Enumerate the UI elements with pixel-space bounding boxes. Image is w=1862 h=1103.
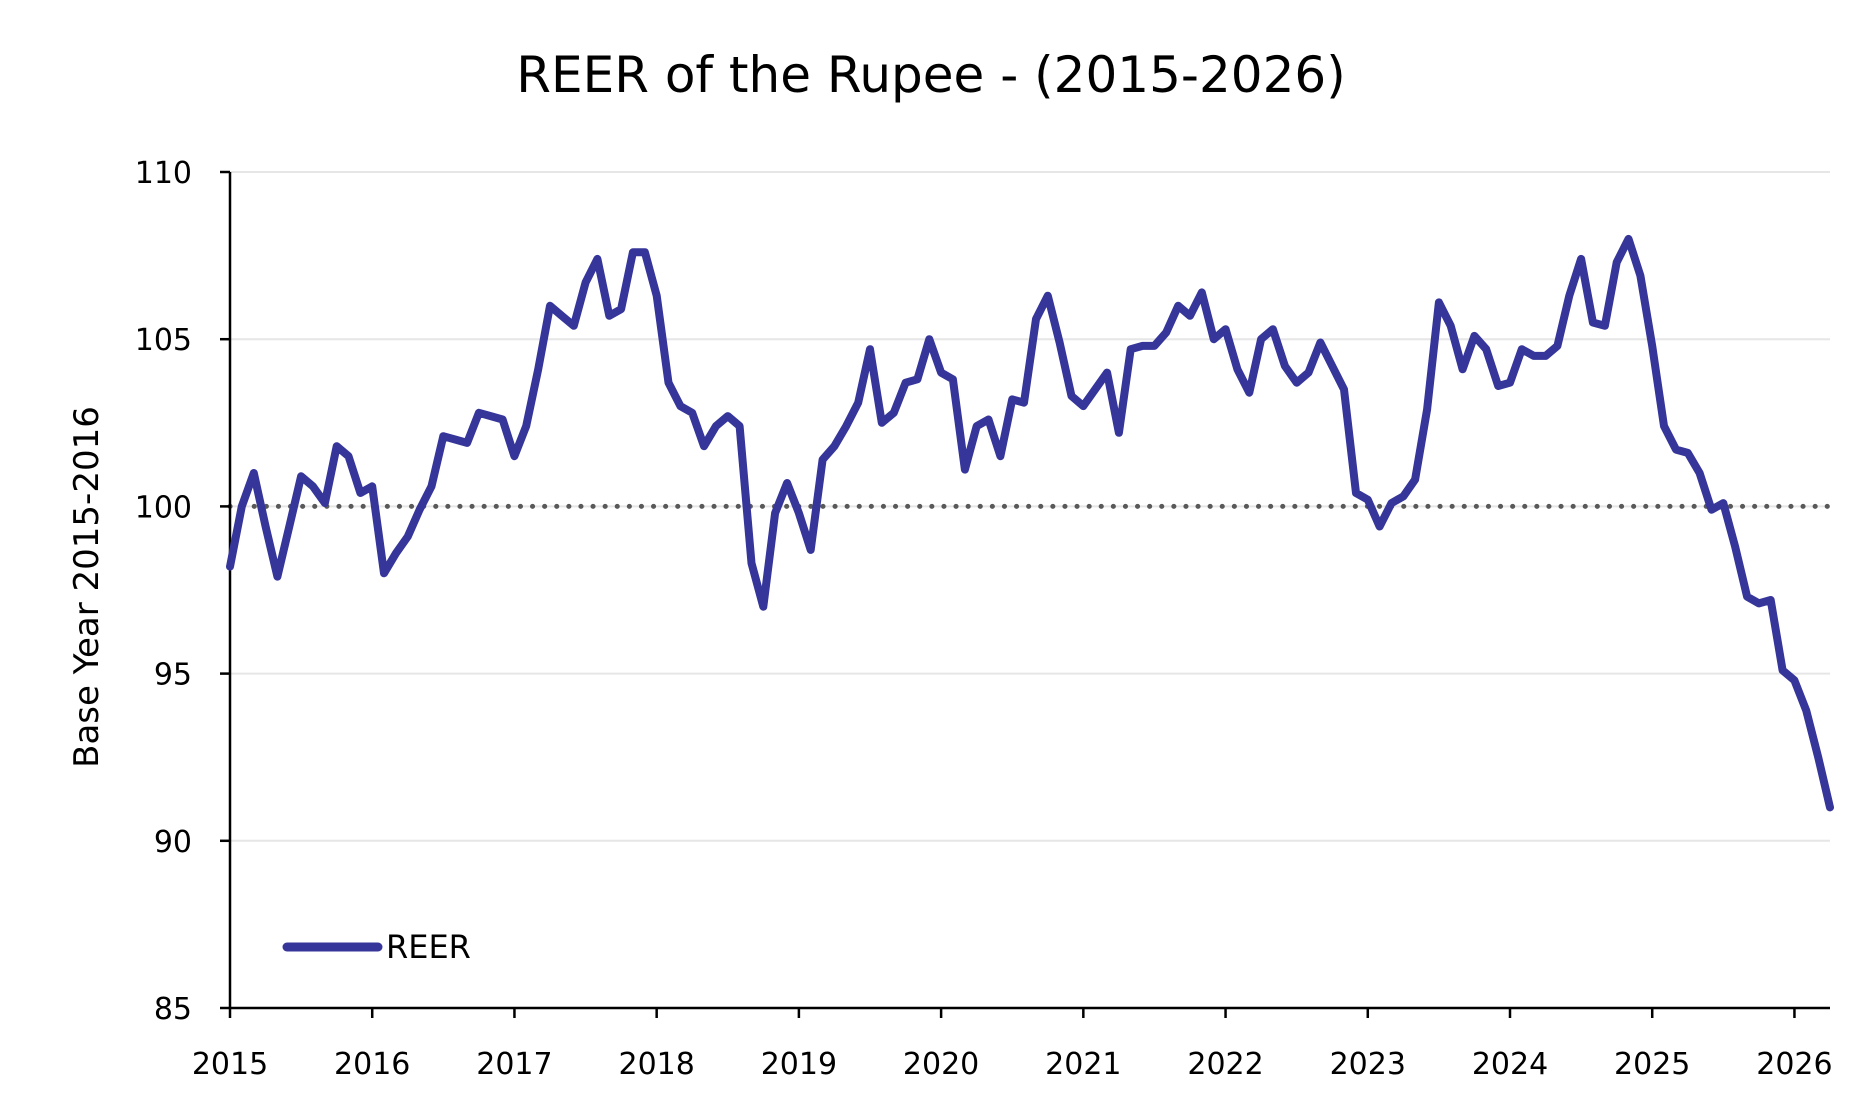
- y-tick-label-85: 85: [154, 992, 192, 1027]
- x-tick-label-2023: 2023: [1330, 1047, 1406, 1082]
- x-tick-labels: 2015 2016 2017 2018 2019 2020 2021 2022 2023 2024…: [192, 1047, 1833, 1082]
- x-tick-label-2016: 2016: [334, 1047, 410, 1082]
- x-tick-label-2024: 2024: [1472, 1047, 1548, 1082]
- x-tick-label-2019: 2019: [761, 1047, 837, 1082]
- y-tick-labels: 85 90 95 100 105 110: [135, 156, 192, 1027]
- series-line-reer: [226, 234, 1834, 812]
- legend-label-reer: REER: [386, 928, 471, 966]
- x-tick-label-2022: 2022: [1187, 1047, 1263, 1082]
- x-tick-label-2018: 2018: [618, 1047, 694, 1082]
- y-tick-label-95: 95: [154, 658, 192, 693]
- y-tick-label-100: 100: [135, 490, 192, 525]
- x-tick-label-2020: 2020: [903, 1047, 979, 1082]
- y-tick-label-110: 110: [135, 156, 192, 191]
- x-tick-label-2025: 2025: [1614, 1047, 1690, 1082]
- y-tick-label-90: 90: [154, 825, 192, 860]
- y-axis-label: Base Year 2015-2016: [67, 406, 107, 768]
- y-tick-label-105: 105: [135, 323, 192, 358]
- x-tick-label-2026: 2026: [1756, 1047, 1832, 1082]
- chart-title: REER of the Rupee - (2015-2026): [516, 46, 1345, 104]
- legend: REER: [282, 928, 471, 966]
- x-tick-label-2017: 2017: [476, 1047, 552, 1082]
- axes: [220, 170, 1830, 1018]
- x-tick-label-2021: 2021: [1045, 1047, 1121, 1082]
- x-tick-label-2015: 2015: [192, 1047, 268, 1082]
- series-group: [226, 234, 1834, 812]
